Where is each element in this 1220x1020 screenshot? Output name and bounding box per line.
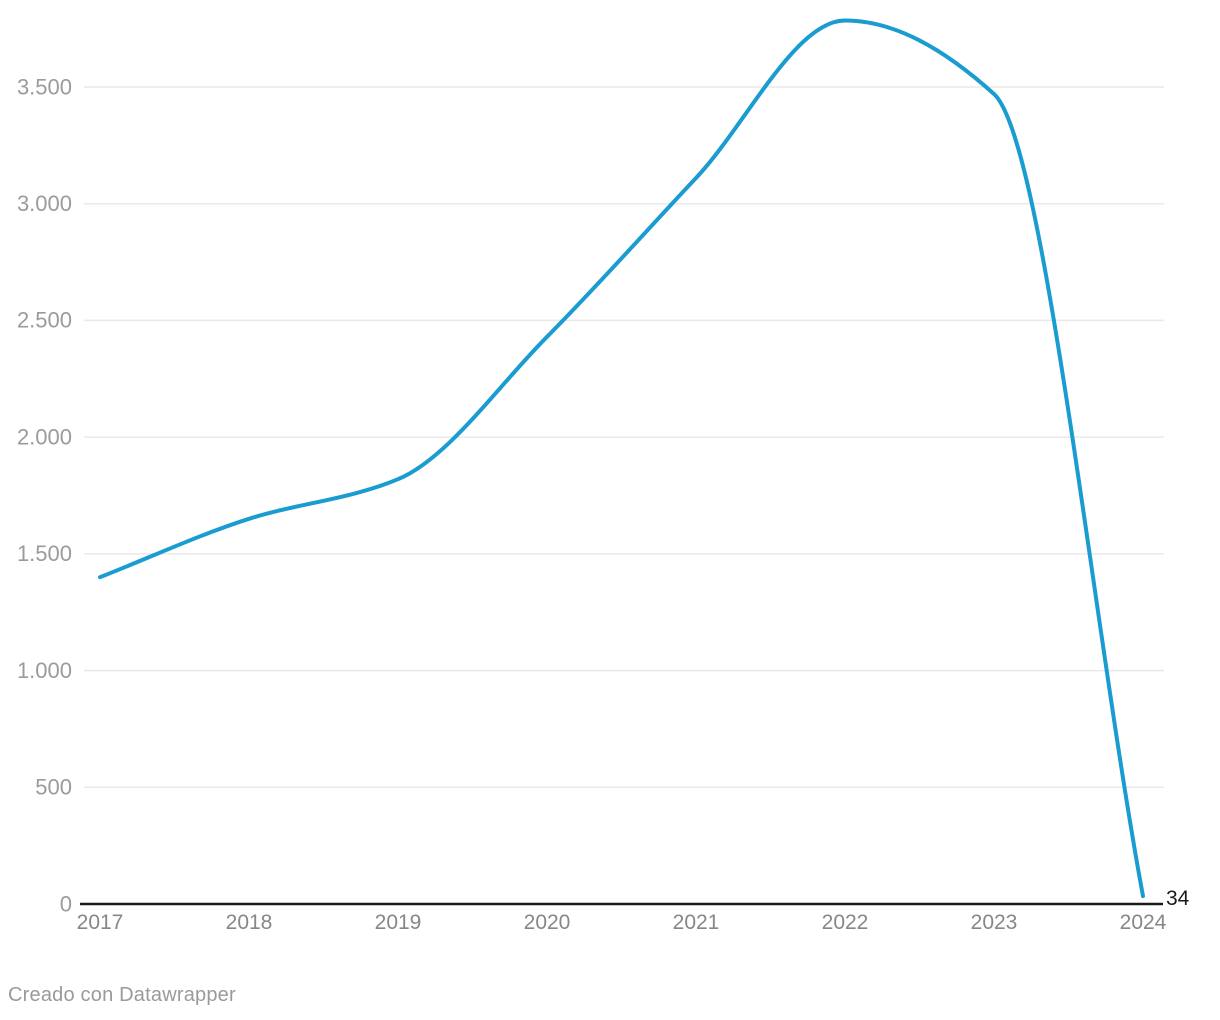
y-axis-tick-label: 0 [60, 891, 72, 916]
end-value-label: 34 [1166, 887, 1190, 910]
x-axis-tick-label: 2019 [375, 911, 422, 934]
y-axis-tick-label: 500 [35, 775, 72, 800]
datawrapper-credit: Creado con Datawrapper [8, 984, 236, 1006]
x-axis-tick-label: 2017 [77, 911, 124, 934]
line-chart: 0 500 1.000 1.500 2.000 2.500 3.000 3.500 2017 20… [17, 18, 1190, 934]
y-axis-tick-label: 2.000 [17, 424, 72, 449]
x-axis-tick-label: 2023 [971, 911, 1018, 934]
y-axis-tick-label: 2.500 [17, 308, 72, 333]
y-axis-tick-label: 3.000 [17, 191, 72, 216]
y-axis-tick-label: 1.000 [17, 658, 72, 683]
x-axis-tick-label: 2020 [524, 911, 571, 934]
x-axis-tick-label: 2022 [822, 911, 869, 934]
x-axis-tick-label: 2018 [226, 911, 273, 934]
y-axis-tick-label: 3.500 [17, 74, 72, 99]
data-line [98, 18, 1145, 899]
x-axis-tick-label: 2021 [673, 911, 720, 934]
x-axis-tick-label: 2024 [1120, 911, 1167, 934]
y-axis-tick-label: 1.500 [17, 541, 72, 566]
